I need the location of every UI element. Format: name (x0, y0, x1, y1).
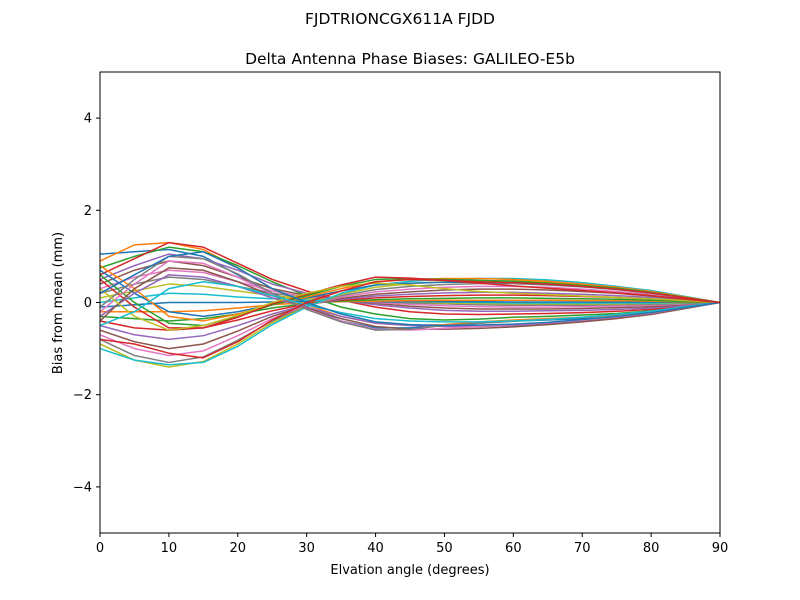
y-tick-label: −4 (73, 480, 92, 495)
y-tick-label: 2 (84, 204, 92, 219)
chart-title: Delta Antenna Phase Biases: GALILEO-E5b (245, 50, 575, 68)
y-axis-label: Bias from mean (mm) (51, 232, 66, 374)
y-tick-label: 4 (84, 112, 92, 127)
figure-suptitle: FJDTRIONCGX611A FJDD (305, 10, 495, 28)
x-axis: 0 10 20 30 40 50 60 70 80 90 (96, 533, 728, 556)
x-tick-label: 20 (230, 541, 247, 556)
series-line-8 (100, 276, 720, 307)
series-line-12 (100, 299, 720, 313)
y-axis: −4 −2 0 2 4 (73, 112, 100, 495)
series-line-30 (100, 281, 720, 327)
series-line-20 (100, 277, 720, 366)
series-line-11 (100, 300, 720, 308)
x-tick-label: 30 (298, 541, 315, 556)
series-line-4 (100, 241, 720, 316)
series-line-13 (100, 297, 720, 322)
x-tick-label: 90 (712, 541, 729, 556)
series-line-29 (100, 282, 720, 331)
x-tick-label: 70 (574, 541, 591, 556)
x-axis-label: Elvation angle (degrees) (330, 563, 489, 578)
series-line-31 (100, 251, 720, 327)
series-line-25 (100, 274, 720, 328)
x-tick-label: 0 (96, 541, 104, 556)
series-group (100, 241, 720, 368)
series-line-24 (100, 276, 720, 329)
series-line-6 (100, 260, 720, 310)
series-line-17 (100, 285, 720, 357)
x-tick-label: 60 (505, 541, 522, 556)
x-tick-label: 50 (436, 541, 453, 556)
y-tick-label: −2 (73, 388, 92, 403)
x-tick-label: 40 (367, 541, 384, 556)
x-tick-label: 80 (643, 541, 660, 556)
series-line-15 (100, 291, 720, 341)
x-tick-label: 10 (161, 541, 178, 556)
series-line-7 (100, 269, 720, 308)
y-tick-label: 0 (84, 296, 92, 311)
series-line-32 (100, 278, 720, 359)
